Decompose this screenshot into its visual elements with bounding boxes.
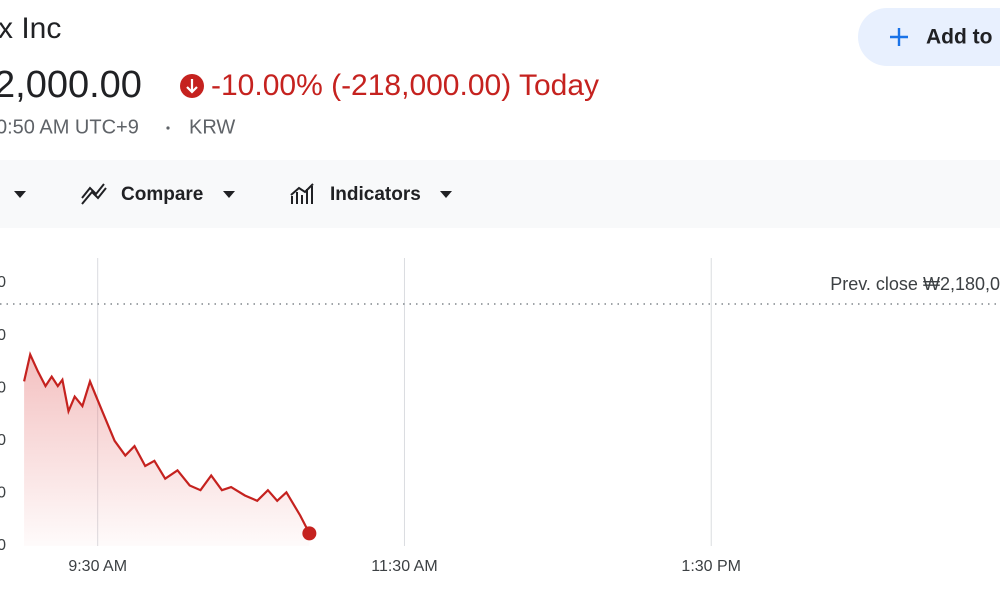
y-tick-label: 0 [0, 485, 6, 502]
price-line [23, 351, 311, 534]
x-tick-label: 9:30 AM [68, 558, 127, 575]
y-tick-label: 0 [0, 379, 6, 396]
y-tick-label: 0 [0, 274, 6, 291]
y-tick-label: 0 [0, 537, 6, 554]
separator [166, 126, 170, 130]
y-tick-label: 0 [0, 432, 6, 449]
add-button[interactable]: Add to [858, 8, 1000, 66]
dropdown-caret[interactable] [14, 191, 26, 198]
indicators-button[interactable]: Indicators [290, 183, 452, 205]
timestamp: 0:50 AM UTC+9 [0, 116, 139, 138]
price-change: -10.00% (-218,000.00) Today [211, 69, 599, 102]
y-tick-label: 0 [0, 327, 6, 344]
area [24, 354, 310, 546]
down-icon [180, 74, 204, 98]
x-tick-label: 1:30 PM [681, 558, 741, 575]
currency: KRW [189, 116, 235, 138]
company-title: x Inc [0, 12, 61, 45]
prev-close-label: Prev. close ₩2,180,0 [830, 274, 1000, 294]
compare-label: Compare [121, 184, 203, 205]
compare-button[interactable]: Compare [81, 183, 235, 205]
last-point [302, 526, 317, 541]
indicators-label: Indicators [330, 184, 421, 205]
add-button-label: Add to [926, 26, 992, 49]
price: 2,000.00 [0, 64, 142, 106]
x-tick-label: 11:30 AM [371, 558, 437, 575]
toolbar [0, 160, 1000, 228]
